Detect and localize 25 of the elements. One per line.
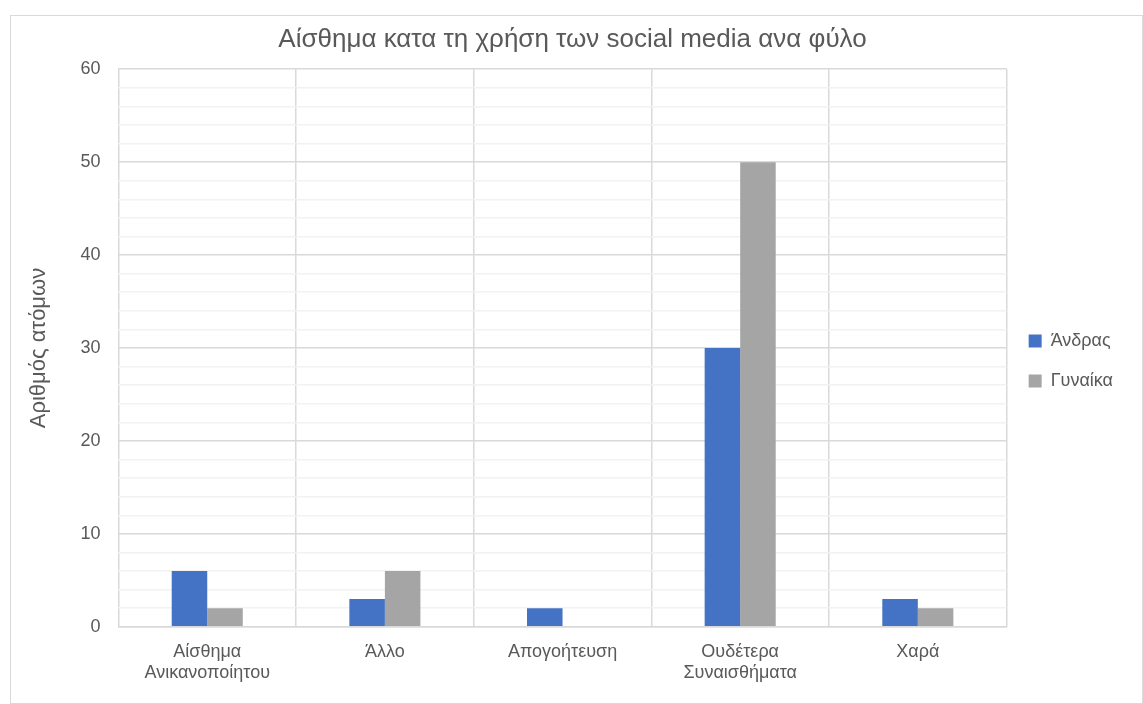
bar <box>384 571 421 627</box>
bar <box>527 608 563 627</box>
x-tick-label: Ουδέτερα Συναισθήματα <box>683 640 797 683</box>
y-tick-label: 10 <box>80 522 101 543</box>
x-tick-label: Απογοήτευση <box>507 640 618 661</box>
legend-label: Άνδρας <box>1050 329 1111 350</box>
bar <box>882 598 918 627</box>
bar <box>207 608 243 627</box>
bar <box>349 598 385 627</box>
chart-title: Αίσθημα κατα τη χρήση των social media ανα φύλο <box>278 22 867 53</box>
y-tick-label: 40 <box>80 244 101 265</box>
x-tick-label: Χαρά <box>896 640 940 661</box>
bar <box>704 348 741 627</box>
bar <box>171 571 208 627</box>
y-tick-label: 0 <box>90 615 101 636</box>
bar <box>917 608 954 627</box>
y-tick-label: 20 <box>80 429 101 450</box>
y-axis-title: Αριθμός ατόμων <box>25 267 51 429</box>
x-tick-label: Αίσθημα Ανικανοποίητου <box>144 640 271 683</box>
x-tick-label: Άλλο <box>365 640 405 661</box>
y-tick-label: 60 <box>80 58 101 79</box>
y-tick-label: 30 <box>80 336 101 357</box>
legend-label: Γυναίκα <box>1050 369 1114 390</box>
y-tick-label: 50 <box>80 151 101 172</box>
bar <box>740 162 776 627</box>
